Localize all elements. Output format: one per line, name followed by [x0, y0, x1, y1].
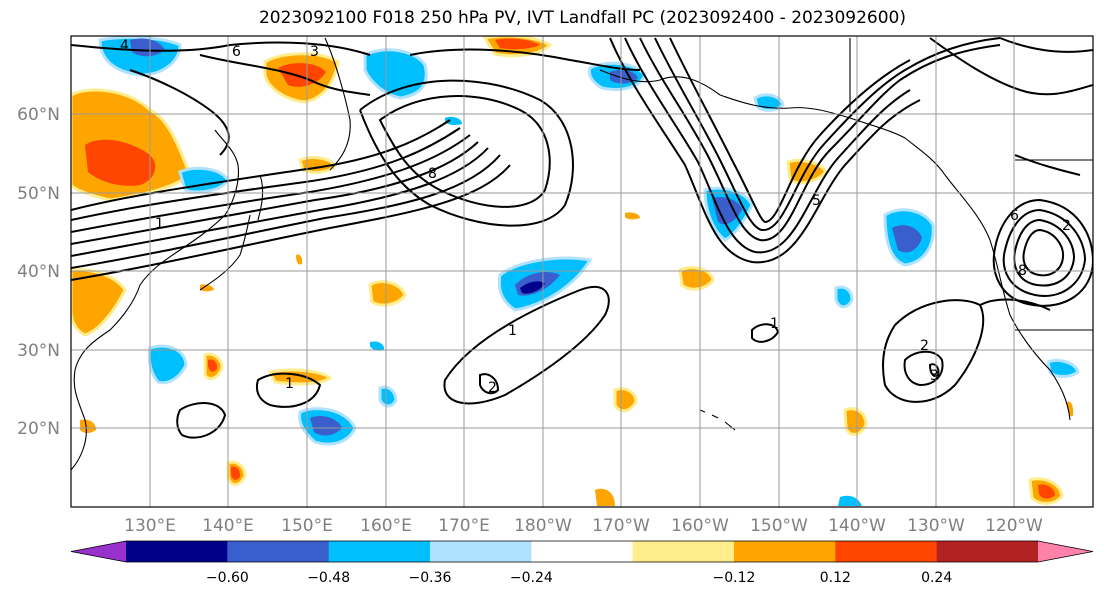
contour-label: 1: [285, 376, 294, 392]
colorbar-tick-label: −0.12: [713, 570, 756, 586]
colorbar-segment: [328, 541, 431, 562]
longitude-labels: 130°E 140°E 150°E 160°E 170°E 180°W 170°…: [124, 516, 1043, 536]
map-title: 2023092100 F018 250 hPa PV, IVT Landfall…: [258, 8, 906, 28]
colorbar-segment: [936, 541, 1039, 562]
colorbar-tick-label: −0.36: [409, 570, 452, 586]
colorbar-segment: [734, 541, 836, 562]
contour-label: 2: [920, 338, 929, 354]
lat-label: 20°N: [17, 419, 60, 439]
contour-label: 8: [428, 166, 437, 182]
contour-label: 5: [812, 193, 821, 209]
lon-label: 160°W: [671, 516, 729, 536]
lat-label: 40°N: [17, 262, 60, 282]
lat-label: 50°N: [17, 184, 60, 204]
colorbar-extend-low: [71, 541, 126, 562]
contour-label: 2: [1062, 218, 1071, 234]
colorbar: −0.60 −0.48 −0.36 −0.24 −0.12 0.12 0.24: [70, 540, 1094, 586]
contour-label: 2: [488, 380, 497, 396]
contour-label: 1: [770, 316, 779, 332]
lon-label: 130°E: [124, 516, 176, 536]
contour-label: 3: [930, 368, 939, 384]
contour-label: 4: [120, 38, 129, 54]
lat-label: 60°N: [17, 105, 60, 125]
contour-label: 3: [310, 44, 319, 60]
lon-label: 130°W: [907, 516, 965, 536]
colorbar-segment: [430, 541, 532, 562]
colorbar-tick-label: −0.60: [206, 570, 249, 586]
lon-label: 170°E: [438, 516, 490, 536]
colorbar-segment: [835, 541, 938, 562]
lon-label: 180°W: [514, 516, 572, 536]
contour-label: 6: [232, 44, 241, 60]
lon-label: 120°W: [985, 516, 1043, 536]
contour-label: 1: [508, 323, 517, 339]
map-frame: [70, 35, 1094, 508]
colorbar-tick-label: −0.24: [510, 570, 553, 586]
colorbar-outline: [70, 540, 1094, 563]
pv-contours: [71, 37, 1093, 439]
colorbar-segment: [632, 541, 735, 562]
colorbar-segment: [227, 541, 330, 562]
contour-labels: 4 6 3 8 1 2 5 6 8 1 1 2 2 3 1: [120, 38, 1071, 396]
colorbar-extend-high: [1038, 541, 1093, 562]
lon-label: 160°E: [360, 516, 412, 536]
contour-label: 8: [1018, 263, 1027, 279]
contour-label: 6: [1010, 208, 1019, 224]
colorbar-tick-label: 0.24: [921, 570, 952, 586]
lon-label: 150°E: [281, 516, 333, 536]
latitude-labels: 60°N 50°N 40°N 30°N 20°N: [17, 105, 60, 439]
colorbar-tick-label: 0.12: [820, 570, 851, 586]
colorbar-tick-label: −0.48: [307, 570, 350, 586]
contour-label: 1: [155, 216, 164, 232]
lon-label: 140°E: [202, 516, 254, 536]
graticule: [71, 36, 1093, 507]
lon-label: 140°W: [828, 516, 886, 536]
colorbar-segment: [531, 541, 634, 562]
lon-label: 170°W: [592, 516, 650, 536]
colorbar-segment: [126, 541, 228, 562]
lat-label: 30°N: [17, 341, 60, 361]
lon-label: 150°W: [750, 516, 808, 536]
